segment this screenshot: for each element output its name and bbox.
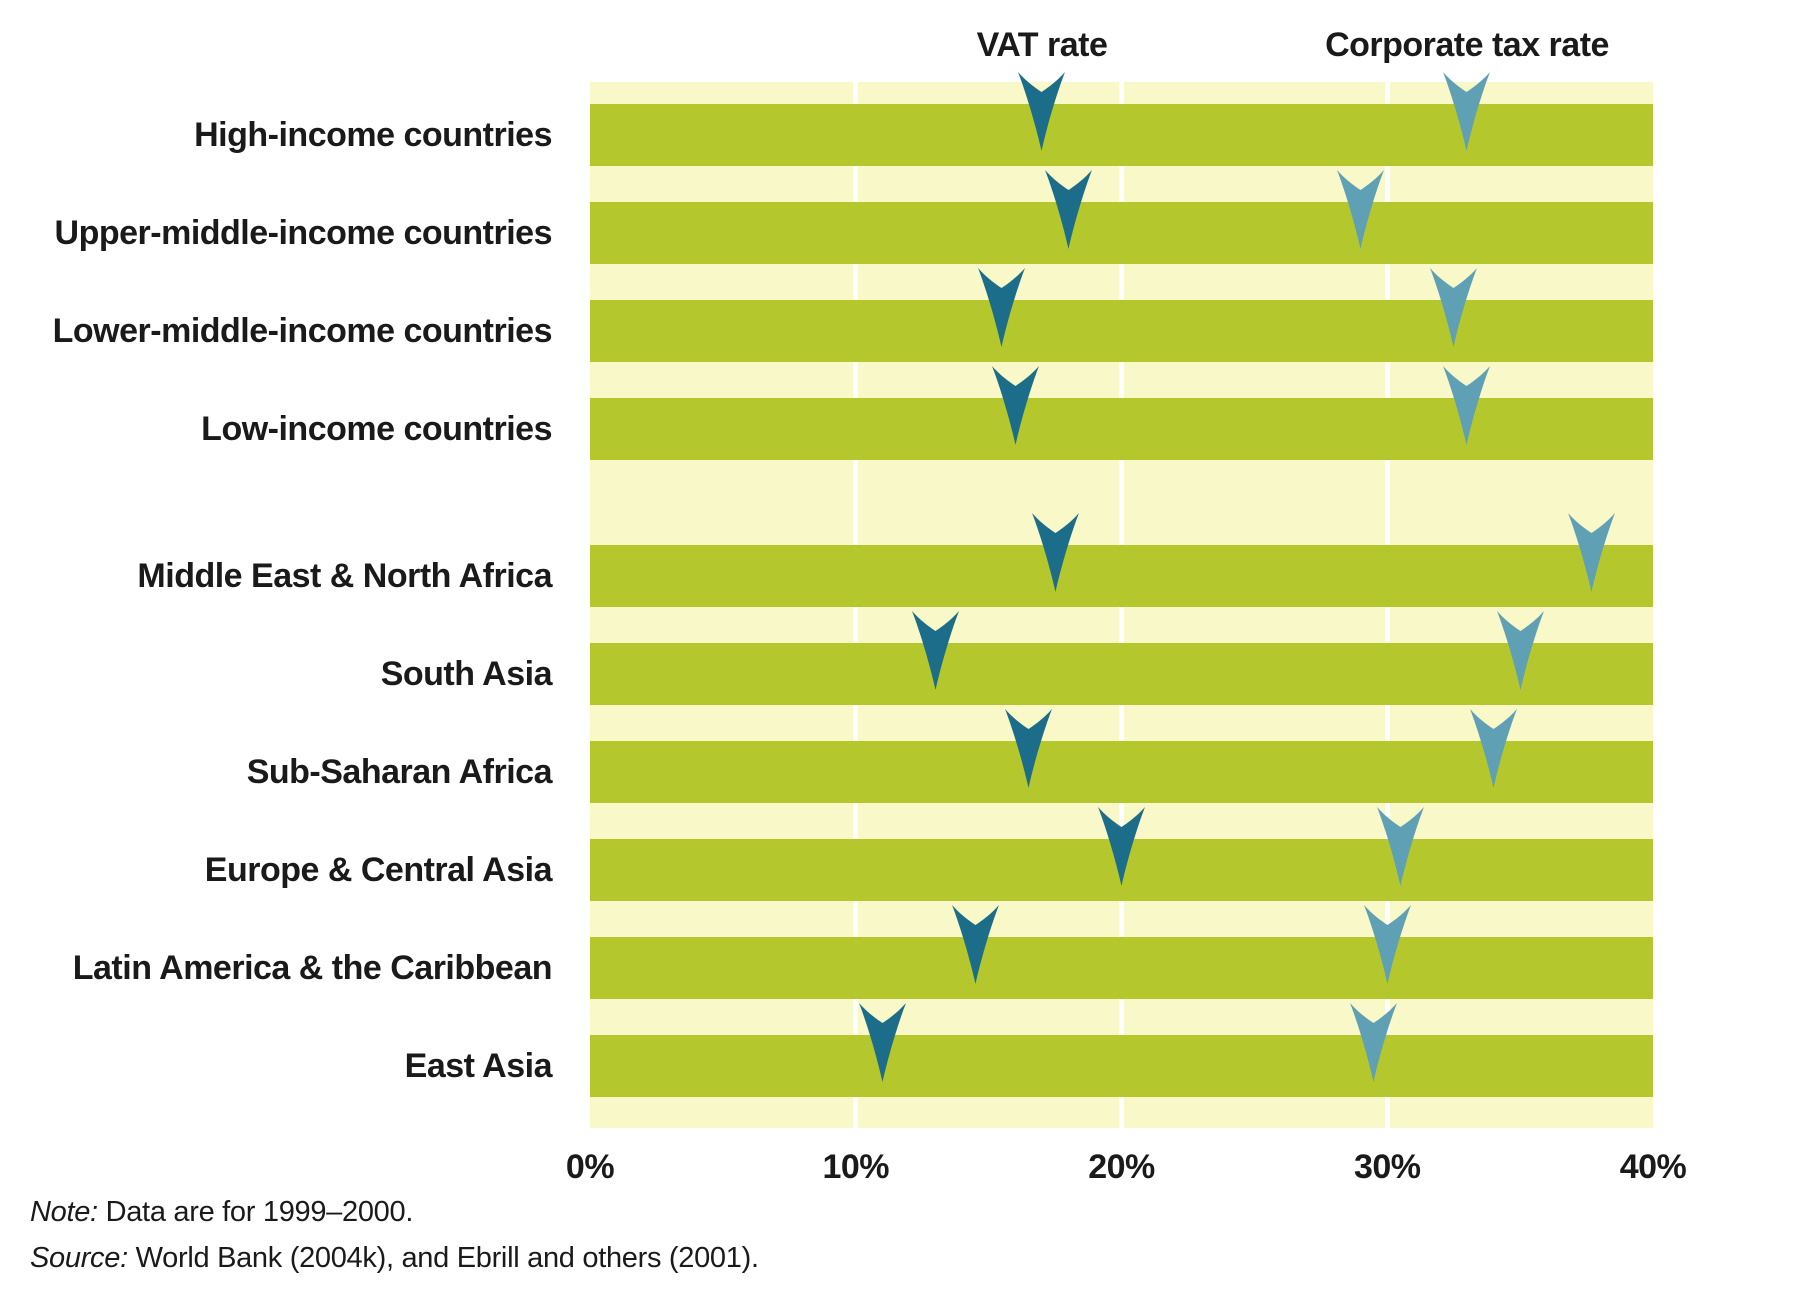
source-prefix: Source: (30, 1242, 128, 1274)
row-bar (590, 202, 1653, 264)
chart-row: High-income countries (0, 72, 1794, 166)
vat-rate-marker (858, 1003, 906, 1082)
chart-row: Sub-Saharan Africa (0, 709, 1794, 803)
source-line: Source: World Bank (2004k), and Ebrill a… (30, 1242, 759, 1275)
vat-rate-marker (911, 611, 959, 690)
x-axis-tick-label: 40% (1619, 1148, 1687, 1186)
row-label: Low-income countries (201, 409, 552, 448)
corporate-tax-rate-marker (1443, 366, 1491, 445)
chart-row: Latin America & the Caribbean (0, 905, 1794, 999)
vat-rate-marker (1098, 807, 1145, 886)
note-text: Data are for 1999–2000. (97, 1196, 414, 1228)
chart-row: Lower-middle-income countries (0, 268, 1794, 362)
vat-rate-marker (1004, 709, 1052, 788)
row-label: Lower-middle-income countries (52, 311, 553, 350)
row-label: Europe & Central Asia (204, 850, 553, 889)
chart-row: South Asia (0, 611, 1794, 705)
vat-rate-marker (991, 366, 1039, 445)
note-line: Note: Data are for 1999–2000. (30, 1196, 413, 1229)
row-bar (590, 1035, 1653, 1097)
row-bar (590, 741, 1653, 803)
row-label: Sub-Saharan Africa (246, 752, 553, 791)
corporate-tax-rate-marker (1337, 170, 1385, 249)
row-bar (590, 300, 1653, 362)
row-label: East Asia (404, 1046, 553, 1085)
chart-row: Europe & Central Asia (0, 807, 1794, 901)
row-label: South Asia (380, 654, 553, 693)
legend-vat-rate-label: VAT rate (976, 26, 1108, 64)
x-axis-tick-label: 10% (822, 1148, 890, 1186)
vat-rate-marker (1031, 513, 1079, 592)
corporate-tax-rate-marker (1470, 709, 1518, 788)
corporate-tax-rate-marker (1363, 905, 1411, 984)
row-bar (590, 545, 1653, 607)
legend-corporate-tax-rate-label: Corporate tax rate (1325, 26, 1609, 64)
corporate-tax-rate-marker (1568, 513, 1616, 592)
row-label: Middle East & North Africa (137, 556, 552, 595)
x-axis-tick-label: 0% (565, 1148, 615, 1186)
row-label: Latin America & the Caribbean (72, 948, 553, 987)
chart-row: Middle East & North Africa (0, 513, 1794, 607)
vat-rate-marker (978, 268, 1026, 347)
vat-rate-marker (951, 905, 999, 984)
corporate-tax-rate-marker (1496, 611, 1544, 690)
corporate-tax-rate-marker (1430, 268, 1478, 347)
vat-rate-marker (1018, 72, 1066, 151)
corporate-tax-rate-marker (1377, 807, 1425, 886)
x-axis-tick-label: 20% (1088, 1148, 1155, 1186)
chart-row: Upper-middle-income countries (0, 170, 1794, 264)
row-bar (590, 104, 1653, 166)
vat-rate-marker (1044, 170, 1092, 249)
note-prefix: Note: (30, 1196, 98, 1228)
row-bar (590, 398, 1653, 460)
corporate-tax-rate-marker (1443, 72, 1491, 151)
row-label: Upper-middle-income countries (54, 213, 553, 252)
chart-row: Low-income countries (0, 366, 1794, 460)
chart-row: East Asia (0, 1003, 1794, 1097)
row-bar (590, 937, 1653, 999)
source-text: World Bank (2004k), and Ebrill and other… (127, 1242, 759, 1274)
corporate-tax-rate-marker (1350, 1003, 1398, 1082)
x-axis-tick-label: 30% (1353, 1148, 1421, 1186)
row-bar (590, 643, 1653, 705)
row-label: High-income countries (194, 115, 552, 154)
